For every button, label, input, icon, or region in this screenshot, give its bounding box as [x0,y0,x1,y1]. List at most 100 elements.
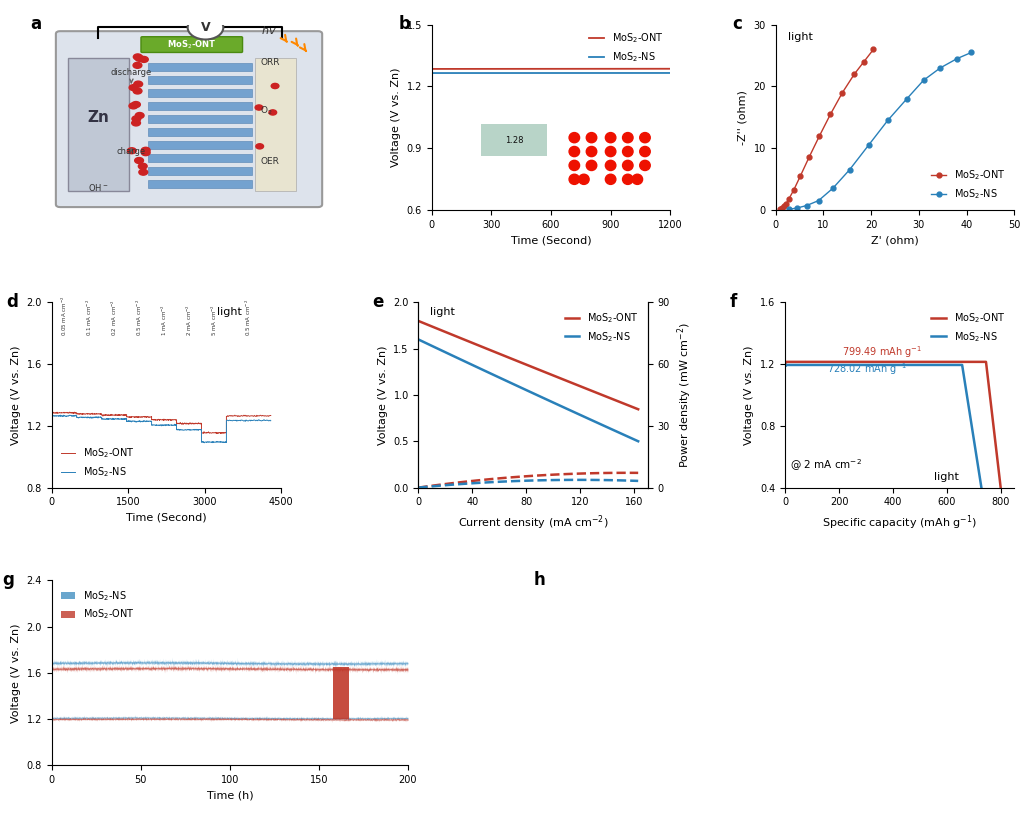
Line: MoS$_2$-ONT: MoS$_2$-ONT [418,321,639,409]
MoS$_2$-ONT [824,109,836,119]
Circle shape [134,63,142,68]
Text: e: e [373,293,384,311]
Circle shape [131,101,141,108]
FancyBboxPatch shape [68,58,128,192]
MoS$_2$-NS [886,360,898,370]
MoS$_2$-ONT [632,404,645,414]
Legend: MoS$_2$-ONT, MoS$_2$-NS: MoS$_2$-ONT, MoS$_2$-NS [57,443,139,483]
Text: OH$^-$: OH$^-$ [88,183,109,193]
MoS$_2$-ONT [412,316,424,326]
Y-axis label: Power density (mW cm$^{-2}$): Power density (mW cm$^{-2}$) [675,322,693,468]
MoS$_2$-ONT [780,357,793,367]
MoS$_2$-ONT [471,340,483,350]
MoS$_2$-ONT [989,442,1002,452]
MoS$_2$-ONT [664,64,677,74]
Text: 0.5 mA cm$^{-2}$: 0.5 mA cm$^{-2}$ [244,300,254,337]
MoS$_2$-ONT [605,64,618,74]
MoS$_2$-NS [934,63,946,73]
MoS$_2$-NS [191,425,204,435]
MoS$_2$-ONT [585,64,597,74]
Circle shape [140,57,148,63]
MoS$_2$-ONT [836,88,849,98]
MoS$_2$-ONT [777,202,790,212]
MoS$_2$-NS [586,416,598,425]
MoS$_2$-NS [471,362,483,372]
Bar [255,58,296,192]
Circle shape [271,83,278,89]
MoS$_2$-ONT [46,407,58,417]
Y-axis label: Voltage (V vs. Zn): Voltage (V vs. Zn) [11,623,21,723]
MoS$_2$-NS [486,68,499,78]
MoS$_2$-NS [104,414,116,424]
MoS$_2$-NS [46,411,58,421]
Bar [148,115,253,123]
MoS$_2$-ONT [794,171,806,181]
Text: MoS$_2$-ONT: MoS$_2$-ONT [167,38,216,51]
MoS$_2$-NS [874,360,886,370]
Bar [148,77,253,84]
Text: light: light [934,472,959,482]
MoS$_2$-NS [605,68,618,78]
MoS$_2$-NS [800,201,812,211]
MoS$_2$-NS [265,416,277,425]
Circle shape [131,116,141,122]
MoS$_2$-NS [632,436,645,446]
MoS$_2$-NS [564,405,576,415]
MoS$_2$-NS [882,115,894,125]
MoS$_2$-ONT [265,411,277,421]
Text: h: h [533,571,545,589]
Circle shape [129,85,138,91]
MoS$_2$-ONT [782,194,795,204]
Text: a: a [30,16,41,34]
MoS$_2$-ONT [425,64,438,74]
Bar [148,180,253,188]
Bar [148,63,253,71]
Legend: MoS$_2$-ONT, MoS$_2$-NS: MoS$_2$-ONT, MoS$_2$-NS [588,30,666,66]
Text: OER: OER [261,156,279,165]
Circle shape [134,81,143,87]
MoS$_2$-NS [965,48,977,58]
Circle shape [256,144,264,149]
Bar [148,102,253,110]
MoS$_2$-ONT [995,482,1007,492]
Bar [148,167,253,174]
MoS$_2$-ONT [47,407,59,417]
Text: 0.2 mA cm$^{-2}$: 0.2 mA cm$^{-2}$ [110,300,119,337]
Y-axis label: Voltage (V vs. Zn): Voltage (V vs. Zn) [11,346,21,444]
MoS$_2$-ONT [908,357,920,367]
Legend: MoS$_2$-ONT, MoS$_2$-NS: MoS$_2$-ONT, MoS$_2$-NS [561,307,643,347]
Text: 0.5 mA cm$^{-2}$: 0.5 mA cm$^{-2}$ [135,300,144,337]
Circle shape [131,120,141,126]
MoS$_2$-NS [873,360,885,370]
Line: MoS$_2$-ONT: MoS$_2$-ONT [52,412,271,434]
MoS$_2$-NS [975,482,987,492]
Circle shape [136,113,144,119]
MoS$_2$-NS [412,334,424,344]
MoS$_2$-NS [780,360,793,370]
MoS$_2$-ONT [564,377,576,387]
Circle shape [135,157,144,164]
Circle shape [139,163,147,170]
Text: light: light [430,308,454,318]
MoS$_2$-ONT [191,418,204,428]
X-axis label: Time (Second): Time (Second) [510,235,591,245]
MoS$_2$-ONT [566,64,579,74]
Bar [148,128,253,136]
Text: f: f [730,293,737,311]
X-axis label: Z' (ohm): Z' (ohm) [871,235,919,245]
MoS$_2$-ONT [867,44,880,54]
MoS$_2$-NS [585,68,597,78]
MoS$_2$-ONT [775,203,788,213]
MoS$_2$-ONT [882,357,894,367]
MoS$_2$-NS [107,414,119,424]
MoS$_2$-NS [533,68,545,78]
MoS$_2$-NS [624,433,637,443]
Text: Zn: Zn [88,109,110,125]
MoS$_2$-ONT [104,410,116,420]
MoS$_2$-NS [459,356,471,366]
Text: $hv$: $hv$ [261,24,276,36]
MoS$_2$-NS [468,68,480,78]
MoS$_2$-ONT [52,408,64,418]
Circle shape [136,55,144,61]
MoS$_2$-NS [779,360,792,370]
